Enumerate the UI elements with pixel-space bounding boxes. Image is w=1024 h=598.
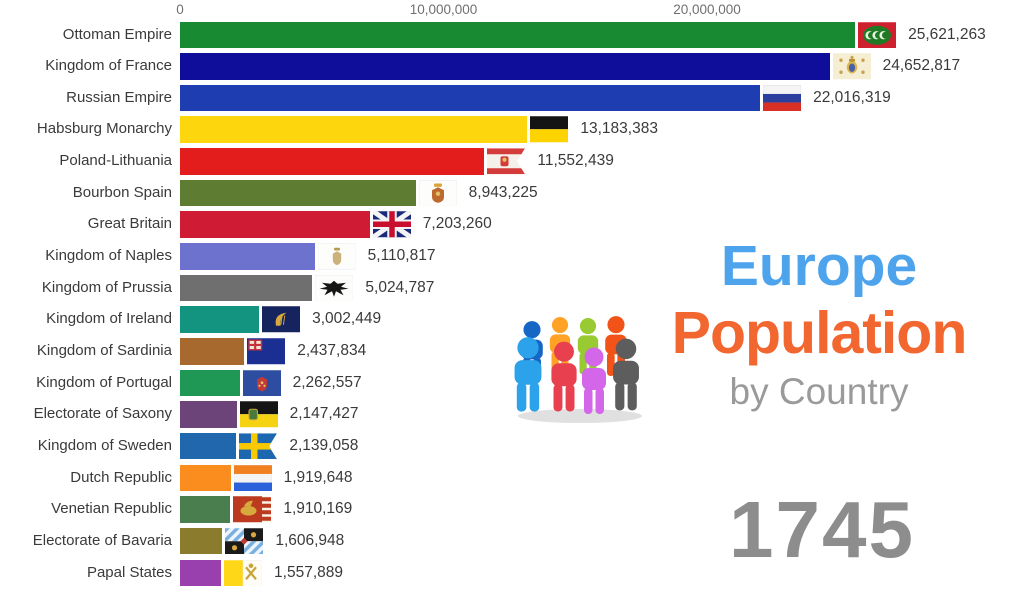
country-label: Kingdom of Ireland bbox=[46, 310, 172, 328]
chart-row: Kingdom of Ireland 3,002,449 bbox=[0, 306, 1024, 333]
population-bar bbox=[180, 148, 485, 175]
population-bar bbox=[180, 369, 240, 397]
population-bar bbox=[180, 432, 237, 460]
dutch-flag-icon bbox=[233, 464, 272, 492]
sardinia-flag-icon bbox=[247, 338, 286, 365]
population-bar bbox=[180, 464, 231, 492]
population-bar bbox=[180, 21, 856, 48]
chart-row: Poland-Lithuania 11,552,439 bbox=[0, 148, 1024, 175]
chart-row: Habsburg Monarchy 13,183,383 bbox=[0, 116, 1024, 143]
population-value: 2,139,058 bbox=[289, 436, 359, 454]
country-label: Dutch Republic bbox=[70, 468, 172, 486]
population-value: 1,557,889 bbox=[274, 563, 344, 581]
chart-row: Venetian Republic 1,910,169 bbox=[0, 496, 1024, 523]
x-axis-tick: 20,000,000 bbox=[673, 2, 741, 17]
x-axis-tick: 10,000,000 bbox=[409, 2, 478, 17]
chart-row: Kingdom of Portugal 2,262,557 bbox=[0, 369, 1024, 397]
sweden-flag-icon bbox=[239, 433, 278, 460]
population-value: 13,183,383 bbox=[580, 120, 658, 138]
population-value: 1,606,948 bbox=[275, 531, 345, 549]
population-bar bbox=[180, 338, 245, 365]
population-bar bbox=[180, 211, 370, 238]
country-label: Venetian Republic bbox=[51, 500, 172, 518]
population-value: 25,621,263 bbox=[908, 25, 986, 43]
year-label: 1745 bbox=[729, 485, 915, 574]
chart-row: Dutch Republic 1,919,648 bbox=[0, 464, 1024, 492]
chart-row: Kingdom of Prussia 5,024,787 bbox=[0, 274, 1024, 302]
population-value: 5,024,787 bbox=[365, 278, 435, 296]
population-value: 2,147,427 bbox=[289, 405, 359, 423]
population-bar bbox=[180, 84, 761, 112]
portugal-flag-icon bbox=[242, 369, 281, 397]
population-bar bbox=[180, 53, 830, 80]
population-value: 24,652,817 bbox=[882, 57, 961, 75]
country-label: Kingdom of Naples bbox=[45, 247, 172, 265]
naples-flag-icon bbox=[317, 243, 356, 270]
poland-flag-icon bbox=[487, 148, 526, 175]
population-value: 7,203,260 bbox=[422, 215, 492, 233]
country-label: Ottoman Empire bbox=[62, 25, 172, 43]
chart-row: Electorate of Bavaria 1,606,948 bbox=[0, 527, 1024, 555]
population-bar bbox=[180, 306, 260, 333]
country-label: Bourbon Spain bbox=[72, 183, 172, 201]
country-label: Kingdom of France bbox=[45, 57, 172, 75]
x-axis-tick: 0 bbox=[176, 2, 184, 17]
population-value: 8,943,225 bbox=[468, 183, 538, 201]
spain-flag-icon bbox=[418, 179, 457, 207]
population-value: 5,110,817 bbox=[367, 247, 436, 265]
habsburg-flag-icon bbox=[530, 116, 569, 143]
population-value: 1,919,648 bbox=[283, 468, 353, 486]
chart-row: Papal States 1,557,889 bbox=[0, 559, 1024, 587]
france-flag-icon bbox=[832, 53, 871, 80]
bavaria-flag-icon bbox=[225, 528, 264, 555]
chart-row: Ottoman Empire 25,621,263 bbox=[0, 21, 1024, 49]
ireland-flag-icon bbox=[262, 306, 301, 333]
chart-row: Russian Empire 22,016,319 bbox=[0, 84, 1024, 112]
greatbritain-flag-icon bbox=[372, 211, 411, 238]
country-label: Kingdom of Sardinia bbox=[36, 342, 172, 359]
country-label: Kingdom of Sweden bbox=[37, 436, 172, 454]
venice-flag-icon bbox=[233, 496, 272, 523]
country-label: Papal States bbox=[86, 563, 172, 581]
population-bar bbox=[180, 116, 528, 143]
chart-row: Electorate of Saxony 2,147,427 bbox=[0, 401, 1024, 428]
country-label: Electorate of Saxony bbox=[33, 405, 172, 423]
population-bar bbox=[180, 559, 222, 587]
saxony-flag-icon bbox=[239, 401, 278, 428]
population-value: 2,437,834 bbox=[297, 342, 367, 359]
country-label: Kingdom of Portugal bbox=[36, 373, 172, 391]
population-value: 1,910,169 bbox=[283, 500, 353, 518]
population-value: 3,002,449 bbox=[312, 310, 382, 328]
country-label: Poland-Lithuania bbox=[59, 152, 172, 170]
chart-row: Kingdom of Naples 5,110,817 bbox=[0, 243, 1024, 270]
population-bar bbox=[180, 274, 313, 302]
population-bar bbox=[180, 527, 223, 555]
prussia-flag-icon bbox=[315, 274, 354, 302]
population-bar bbox=[180, 243, 315, 270]
chart-row: Great Britain 7,203,260 bbox=[0, 211, 1024, 238]
population-value: 11,552,439 bbox=[537, 152, 614, 170]
chart-row: Kingdom of Sweden 2,139,058 bbox=[0, 432, 1024, 460]
population-bar bbox=[180, 401, 237, 428]
population-value: 22,016,319 bbox=[813, 88, 891, 106]
country-label: Electorate of Bavaria bbox=[32, 531, 172, 549]
ottoman-flag-icon bbox=[858, 21, 897, 49]
people-group-icon bbox=[514, 316, 642, 423]
country-label: Russian Empire bbox=[66, 88, 172, 106]
population-bar bbox=[180, 496, 231, 523]
papal-flag-icon bbox=[224, 559, 263, 587]
chart-row: Kingdom of France 24,652,817 bbox=[0, 53, 1024, 80]
country-label: Habsburg Monarchy bbox=[36, 120, 172, 138]
population-value: 2,262,557 bbox=[292, 373, 362, 391]
chart-row: Bourbon Spain 8,943,225 bbox=[0, 179, 1024, 207]
chart-row: Kingdom of Sardinia 2,437,834 bbox=[0, 338, 1024, 365]
country-label: Great Britain bbox=[87, 215, 172, 233]
country-label: Kingdom of Prussia bbox=[41, 278, 172, 296]
population-bar bbox=[180, 179, 416, 207]
russia-flag-icon bbox=[763, 84, 802, 112]
